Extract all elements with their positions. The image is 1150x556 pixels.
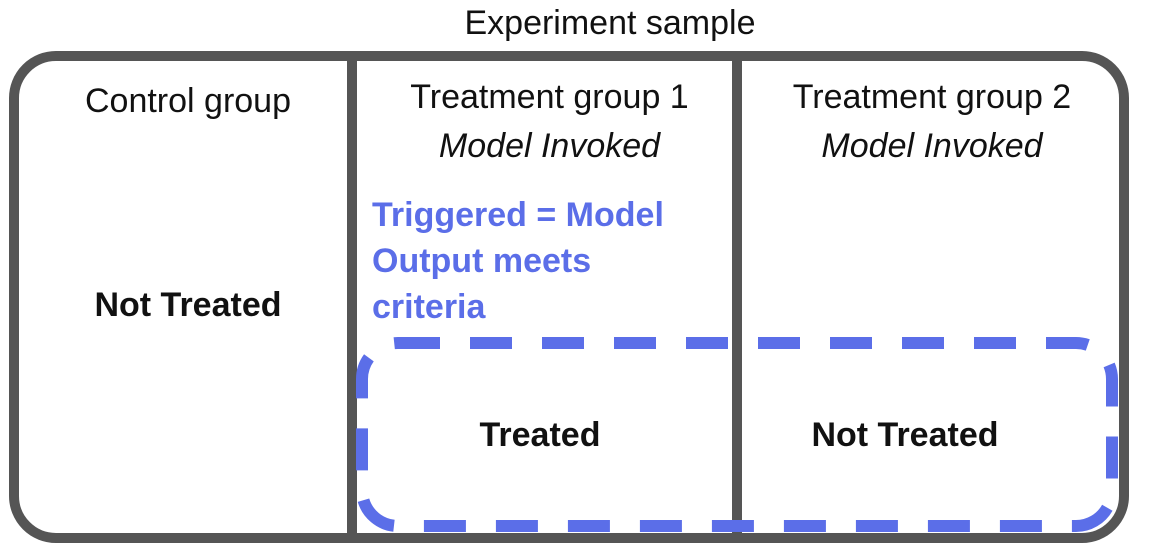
experiment-sample-box [9, 51, 1129, 543]
trigger-note-line-3: criteria [372, 288, 486, 326]
trigger-note-line-2: Output meets [372, 242, 592, 280]
treatment-group-2-title: Treatment group 2 [792, 78, 1072, 116]
treatment-group-2-outcome: Not Treated [811, 416, 999, 454]
treatment-group-2-subtitle: Model Invoked [821, 127, 1043, 165]
triggered-region [356, 337, 1118, 532]
control-group-outcome: Not Treated [94, 286, 282, 324]
treatment-group-1-outcome: Treated [479, 416, 601, 454]
treatment-group-1-subtitle: Model Invoked [438, 127, 661, 165]
diagram-title: Experiment sample [464, 4, 756, 42]
trigger-note: Triggered = Model Output meets criteria [372, 192, 722, 330]
treatment-group-1-title: Treatment group 1 [410, 78, 689, 116]
control-group-title: Control group [84, 82, 291, 120]
trigger-note-line-1: Triggered = Model [372, 196, 664, 234]
